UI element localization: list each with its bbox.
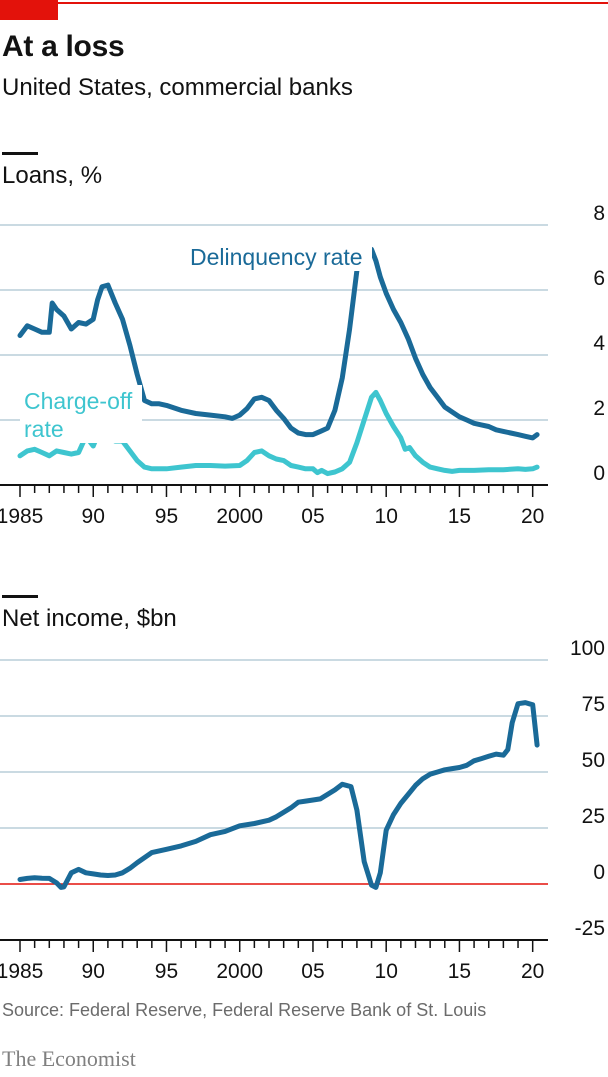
x-tick-label-90: 90 xyxy=(82,505,105,528)
source-note: Source: Federal Reserve, Federal Reserve… xyxy=(2,1000,487,1020)
x-tick-label-05: 05 xyxy=(301,960,324,983)
loans-annotations: Delinquency rate Charge-off rate xyxy=(20,239,372,443)
delinquency-rate-line xyxy=(17,243,540,441)
x-tick-label-2000: 2000 xyxy=(216,505,263,528)
delinquency-label-bg xyxy=(186,239,372,271)
loans-x-axis: 1985 90 95 2000 05 10 15 20 xyxy=(0,484,548,528)
x-tick-label-15: 15 xyxy=(448,505,471,528)
net-income-y-axis-labels: 100 75 50 25 0 -25 xyxy=(570,637,605,940)
y-tick-label-75: 75 xyxy=(582,693,605,716)
x-tick-label-1985: 1985 xyxy=(0,960,43,983)
charge-off-rate-label-line2: rate xyxy=(24,416,64,442)
y-tick-label-4: 4 xyxy=(593,332,605,355)
x-tick-label-90: 90 xyxy=(82,960,105,983)
x-tick-label-95: 95 xyxy=(155,960,178,983)
y-tick-label--25: -25 xyxy=(575,917,605,940)
x-tick-label-2000: 2000 xyxy=(216,960,263,983)
charge-off-label-bg xyxy=(20,385,142,443)
x-tick-label-10: 10 xyxy=(375,505,398,528)
chart-subtitle: United States, commercial banks xyxy=(2,74,353,101)
net-income-section-mark xyxy=(2,595,38,598)
loans-y-axis-labels: 8 6 4 2 0 xyxy=(593,202,605,485)
loans-section-mark xyxy=(2,152,38,155)
net-income-panel-title: Net income, $bn xyxy=(2,605,177,632)
delinquency-rate-label: Delinquency rate xyxy=(190,244,363,270)
x-tick-label-05: 05 xyxy=(301,505,324,528)
y-tick-label-2: 2 xyxy=(593,397,605,420)
x-tick-label-20: 20 xyxy=(521,505,544,528)
net-income-chart: 100 75 50 25 0 -25 1985 90 95 2000 05 10 15 20 xyxy=(0,637,605,983)
y-tick-label-8: 8 xyxy=(593,202,605,225)
x-tick-label-95: 95 xyxy=(155,505,178,528)
y-tick-label-100: 100 xyxy=(570,637,605,660)
y-tick-label-6: 6 xyxy=(593,267,605,290)
y-tick-label-25: 25 xyxy=(582,805,605,828)
net-income-x-axis: 1985 90 95 2000 05 10 15 20 xyxy=(0,939,548,983)
y-tick-label-0: 0 xyxy=(593,861,605,884)
y-tick-label-50: 50 xyxy=(582,749,605,772)
x-tick-label-20: 20 xyxy=(521,960,544,983)
economist-logo: The Economist xyxy=(2,1046,136,1071)
net-income-gridlines xyxy=(0,659,548,885)
x-tick-label-1985: 1985 xyxy=(0,505,43,528)
net-income-line xyxy=(17,700,540,890)
net-income-lines xyxy=(17,700,540,890)
charge-off-rate-label-line1: Charge-off xyxy=(24,388,133,414)
loans-panel-title: Loans, % xyxy=(2,162,103,189)
x-tick-label-15: 15 xyxy=(448,960,471,983)
economist-red-tag xyxy=(0,0,58,20)
y-tick-label-0: 0 xyxy=(593,462,605,485)
chart-title: At a loss xyxy=(2,30,125,63)
top-red-rule xyxy=(0,2,608,4)
x-tick-label-10: 10 xyxy=(375,960,398,983)
